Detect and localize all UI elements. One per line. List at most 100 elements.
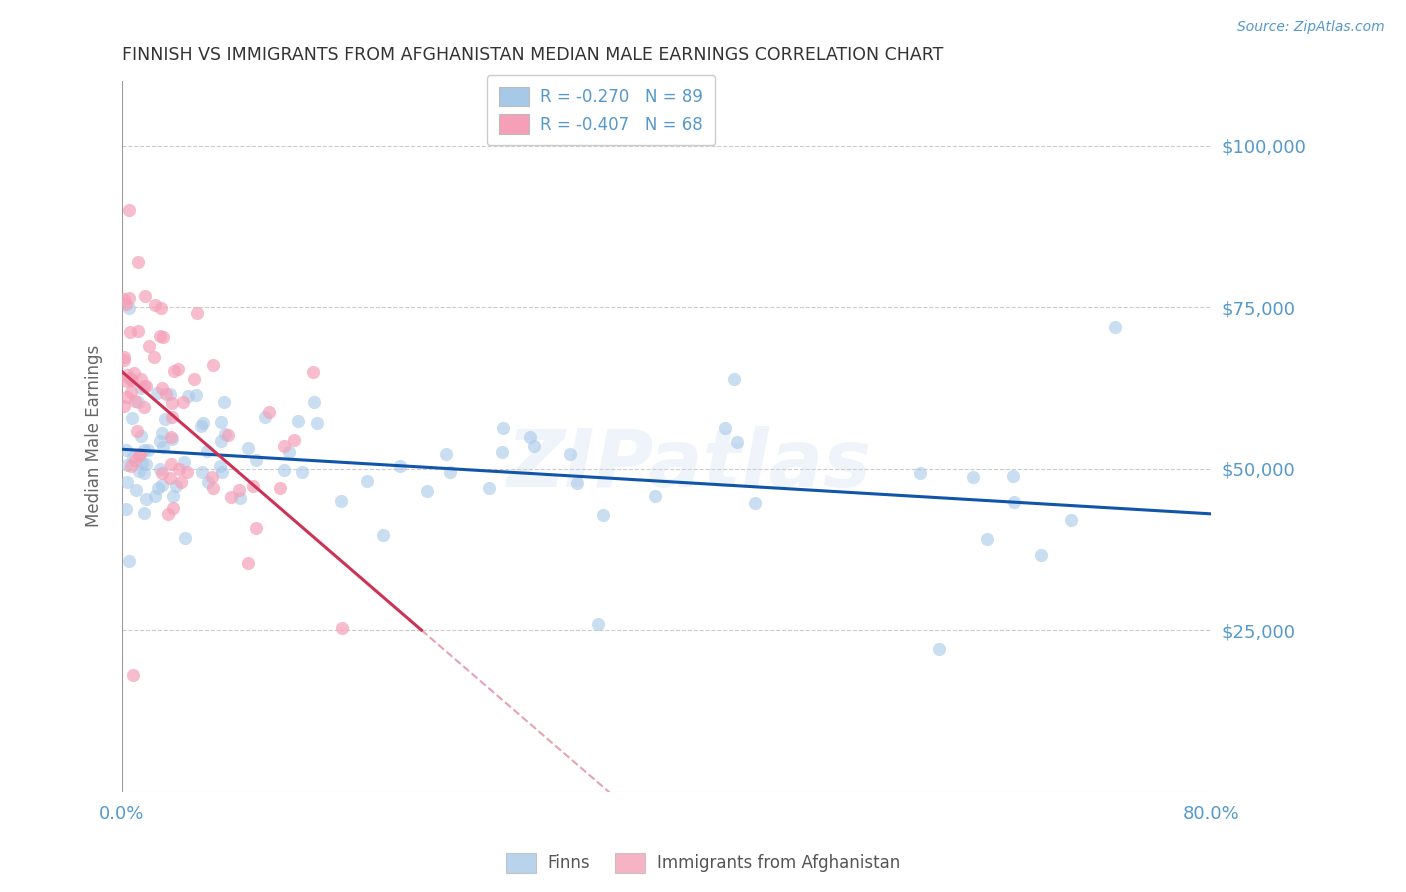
Point [150, 467, 173, 481]
Point [588, 616, 610, 631]
Point [228, 483, 250, 498]
Point [163, 364, 186, 378]
Point [186, 387, 208, 401]
Point [143, 489, 166, 503]
Point [236, 441, 259, 455]
Point [201, 481, 224, 495]
Point [183, 372, 205, 386]
Point [127, 324, 149, 338]
Point [134, 443, 156, 458]
Point [136, 442, 159, 457]
Point [167, 462, 190, 476]
Point [115, 375, 138, 389]
Point [160, 432, 183, 446]
Point [173, 455, 195, 469]
Point [120, 371, 142, 385]
Point [125, 424, 148, 438]
Point [439, 465, 461, 479]
Point [150, 425, 173, 440]
Point [434, 447, 457, 461]
Point [214, 427, 236, 442]
Point [523, 439, 546, 453]
Point [120, 458, 142, 473]
Point [644, 489, 666, 503]
Point [257, 405, 280, 419]
Point [129, 372, 152, 386]
Point [167, 362, 190, 376]
Point [115, 297, 138, 311]
Point [120, 325, 142, 339]
Point [212, 394, 235, 409]
Point [118, 203, 141, 218]
Point [191, 465, 214, 479]
Point [112, 350, 135, 364]
Point [229, 491, 252, 505]
Point [330, 622, 353, 636]
Point [714, 421, 737, 435]
Text: ZIPatlas: ZIPatlas [506, 425, 870, 504]
Point [146, 481, 169, 495]
Point [150, 477, 173, 491]
Point [160, 457, 183, 471]
Point [122, 668, 145, 682]
Point [132, 506, 155, 520]
Point [976, 532, 998, 546]
Point [131, 456, 153, 470]
Point [112, 353, 135, 368]
Point [219, 490, 242, 504]
Point [242, 479, 264, 493]
Point [291, 465, 314, 479]
Point [127, 394, 149, 409]
Point [305, 416, 328, 430]
Point [153, 412, 176, 426]
Point [201, 470, 224, 484]
Point [278, 445, 301, 459]
Point [416, 484, 439, 499]
Point [160, 409, 183, 424]
Point [236, 557, 259, 571]
Point [156, 507, 179, 521]
Point [209, 415, 232, 429]
Point [124, 393, 146, 408]
Point [117, 301, 139, 315]
Point [132, 400, 155, 414]
Point [134, 289, 156, 303]
Point [191, 416, 214, 430]
Point [373, 528, 395, 542]
Text: FINNISH VS IMMIGRANTS FROM AFGHANISTAN MEDIAN MALE EARNINGS CORRELATION CHART: FINNISH VS IMMIGRANTS FROM AFGHANISTAN M… [122, 46, 943, 64]
Point [152, 329, 174, 343]
Point [115, 443, 138, 458]
Point [129, 380, 152, 394]
Point [121, 410, 143, 425]
Point [744, 496, 766, 510]
Point [129, 446, 152, 460]
Point [927, 642, 949, 657]
Point [1029, 548, 1052, 562]
Point [149, 301, 172, 316]
Point [135, 378, 157, 392]
Point [148, 462, 170, 476]
Point [132, 379, 155, 393]
Point [211, 465, 233, 479]
Point [138, 339, 160, 353]
Point [195, 444, 218, 458]
Point [128, 464, 150, 478]
Point [129, 429, 152, 443]
Point [120, 384, 142, 399]
Point [115, 458, 138, 472]
Point [1002, 469, 1025, 483]
Point [273, 463, 295, 477]
Point [162, 396, 184, 410]
Point [492, 421, 515, 435]
Point [558, 447, 581, 461]
Point [725, 434, 748, 449]
Point [723, 372, 745, 386]
Point [122, 450, 145, 464]
Point [115, 502, 138, 516]
Point [1002, 495, 1025, 509]
Point [170, 475, 193, 490]
Point [120, 371, 142, 385]
Point [143, 350, 166, 364]
Legend: Finns, Immigrants from Afghanistan: Finns, Immigrants from Afghanistan [499, 847, 907, 880]
Point [149, 434, 172, 448]
